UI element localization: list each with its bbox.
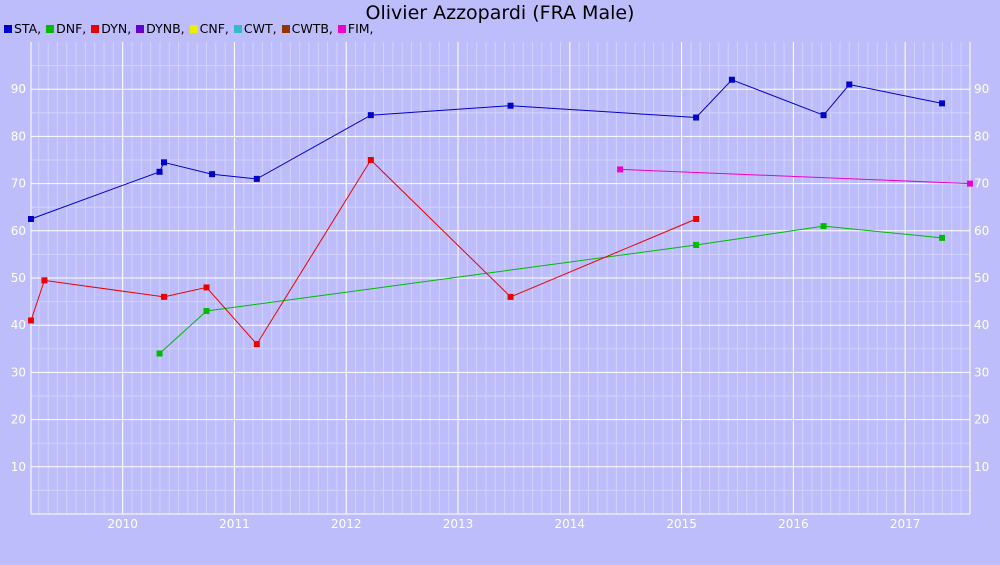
legend-item: CWT, [233, 21, 277, 36]
legend-label: DNF, [56, 21, 87, 36]
data-point-sta [820, 112, 827, 119]
legend-item: DNF, [46, 21, 86, 36]
y-tick-label-right: 40 [974, 318, 989, 332]
y-tick-label-right: 10 [974, 460, 989, 474]
legend-swatch [4, 24, 12, 33]
x-tick-label: 2012 [331, 517, 362, 531]
data-point-dyn [507, 293, 514, 300]
data-point-dyn [693, 216, 700, 222]
y-tick-label-right: 20 [974, 413, 989, 427]
y-tick-label-left: 70 [11, 177, 26, 191]
data-point-dnf [939, 234, 946, 241]
data-point-dnf [203, 308, 210, 315]
legend-swatch [281, 24, 290, 33]
y-tick-label-left: 60 [11, 224, 26, 238]
legend: STA, DNF, DYN, DYNB, CNF, CWT, CWTB, FIM, [4, 21, 379, 36]
data-point-sta [161, 159, 168, 166]
x-tick-label: 2011 [219, 517, 250, 531]
series-line-dyn [30, 159, 697, 345]
x-tick-label: 2016 [778, 517, 809, 531]
series-line-sta [30, 79, 943, 220]
data-point-dyn [161, 293, 168, 300]
y-tick-label-left: 10 [11, 460, 26, 474]
legend-item: DYN, [91, 21, 131, 36]
legend-label: CNF, [199, 21, 229, 36]
data-point-sta [939, 100, 946, 107]
data-point-fim [967, 180, 973, 187]
y-tick-label-right: 70 [974, 177, 989, 191]
legend-swatch [136, 24, 145, 33]
legend-label: CWT, [243, 21, 277, 36]
legend-item: STA, [4, 21, 41, 36]
x-tick-label: 2017 [890, 517, 921, 531]
legend-swatch [189, 24, 198, 33]
legend-item: FIM, [337, 21, 374, 36]
data-point-dnf [820, 223, 827, 230]
legend-swatch [337, 24, 346, 33]
series-line-fim [620, 168, 971, 185]
data-point-dnf [156, 350, 163, 357]
x-tick-label: 2010 [107, 517, 138, 531]
data-point-dyn [253, 341, 260, 348]
y-tick-label-right: 90 [974, 82, 989, 96]
legend-item: CWTB, [281, 21, 333, 36]
x-tick-label: 2013 [443, 517, 474, 531]
data-point-dnf [693, 241, 700, 248]
data-point-dyn [41, 277, 48, 284]
legend-label: STA, [14, 21, 42, 36]
y-tick-label-right: 30 [974, 365, 989, 379]
legend-label: FIM, [347, 21, 374, 36]
y-tick-label-left: 80 [11, 129, 26, 143]
legend-item: DYNB, [136, 21, 185, 36]
data-point-sta [156, 168, 163, 175]
y-tick-label-right: 50 [974, 271, 989, 285]
y-tick-label-left: 30 [11, 365, 26, 379]
y-tick-label-left: 90 [11, 82, 26, 96]
x-tick-label: 2015 [666, 517, 697, 531]
y-tick-label-right: 80 [974, 129, 989, 143]
y-tick-label-left: 20 [11, 413, 26, 427]
y-tick-label-left: 40 [11, 318, 26, 332]
data-point-dyn [367, 157, 374, 163]
data-point-sta [507, 102, 514, 109]
y-tick-label-right: 60 [974, 224, 989, 238]
data-point-dyn [203, 284, 210, 291]
y-tick-label-left: 50 [11, 271, 26, 285]
data-point-sta [209, 171, 216, 178]
legend-swatch [91, 24, 100, 33]
data-point-sta [693, 114, 700, 121]
data-point-sta [846, 81, 853, 88]
data-point-sta [28, 216, 34, 222]
x-tick-label: 2014 [555, 517, 586, 531]
legend-label: DYNB, [146, 21, 185, 36]
legend-item: CNF, [189, 21, 229, 36]
legend-label: DYN, [101, 21, 132, 36]
data-point-sta [728, 76, 735, 83]
chart-title: Olivier Azzopardi (FRA Male) [365, 2, 635, 24]
data-point-fim [617, 166, 624, 173]
data-point-sta [253, 175, 260, 182]
legend-swatch [46, 24, 55, 33]
data-point-sta [367, 112, 374, 119]
data-point-dyn [28, 317, 34, 324]
legend-swatch [233, 24, 242, 33]
legend-label: CWTB, [291, 21, 333, 36]
